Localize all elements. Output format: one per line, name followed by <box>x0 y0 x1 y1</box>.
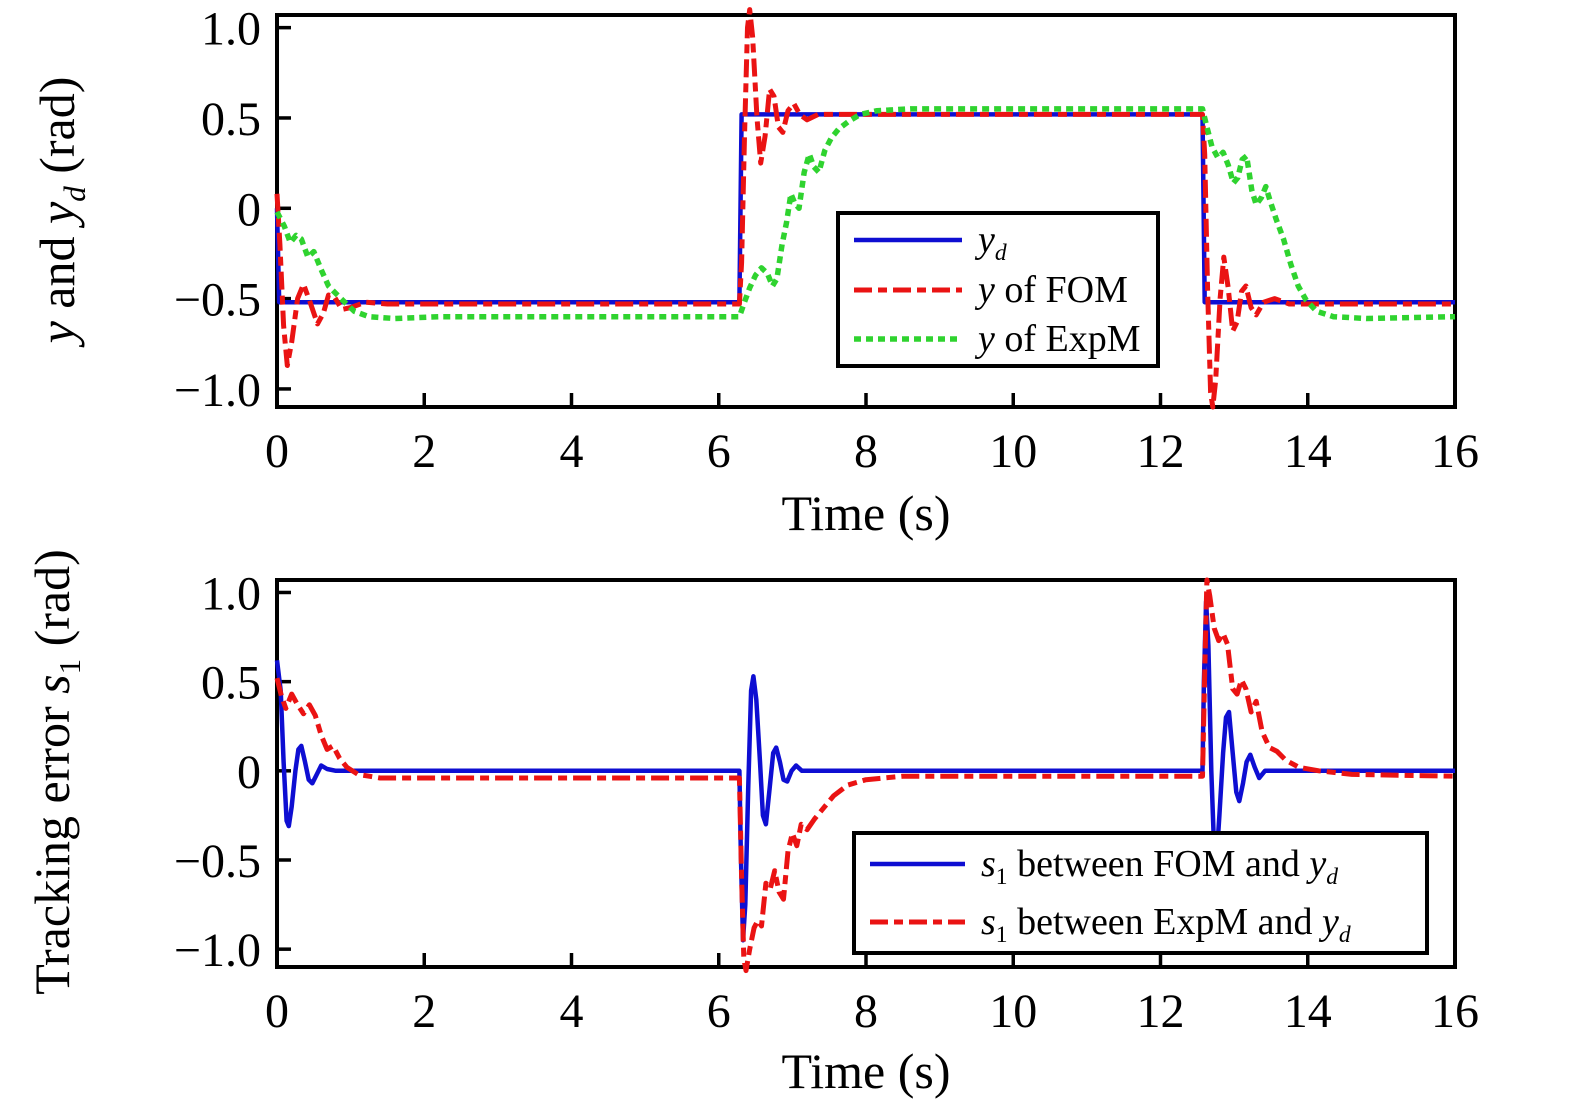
bottom-y-tick-label: 0.5 <box>201 657 261 710</box>
legend-line-glyph <box>854 336 962 342</box>
legend-label: y of FOM <box>978 268 1128 311</box>
legend-item-s1-expm: s1 between ExpM and yd <box>856 893 1425 951</box>
top-y-tick-label: −0.5 <box>174 274 261 327</box>
bottom-y-axis-label: Tracking error s1 (rad) <box>24 492 87 1052</box>
legend-line-glyph <box>854 287 962 292</box>
top-y-tick-label: −1.0 <box>174 364 261 417</box>
legend-line-glyph <box>854 237 962 243</box>
fom-line-sample <box>854 284 962 296</box>
top-series-0 <box>274 112 1455 305</box>
bottom-x-axis-label: Time (s) <box>781 1043 951 1099</box>
bottom-x-tick-label: 10 <box>989 985 1037 1038</box>
bottom-y-tick-label: 1.0 <box>201 567 261 620</box>
top-x-tick-label: 12 <box>1137 425 1185 478</box>
top-y-tick-label: 0 <box>237 183 261 236</box>
ylabel-yd-symbol: y <box>29 201 85 224</box>
bottom-legend: s1 between FOM and yd s1 between ExpM an… <box>852 831 1429 955</box>
bottom-x-tick-label: 2 <box>412 985 436 1038</box>
bottom-series-1 <box>274 577 1456 974</box>
bottom-x-tick-label: 12 <box>1137 985 1185 1038</box>
legend-label: s1 between FOM and yd <box>981 843 1339 891</box>
legend-item-yd: yd <box>840 215 1156 265</box>
top-x-tick-label: 2 <box>412 425 436 478</box>
bottom-y-tick-label: 0 <box>237 746 261 799</box>
top-x-tick-label: 6 <box>707 425 731 478</box>
bottom-axes-frame <box>275 578 1457 969</box>
bottom-x-tick-label: 8 <box>854 985 878 1038</box>
top-legend: yd y of FOM y of ExpM <box>836 211 1160 368</box>
top-series-2 <box>274 106 1456 322</box>
bottom-x-tick-label: 16 <box>1431 985 1479 1038</box>
legend-item-y-of-expm: y of ExpM <box>840 314 1156 364</box>
ylabel-rad-units: (rad) <box>24 549 80 659</box>
ylabel-s1-subscript: 1 <box>51 658 87 675</box>
bottom-y-tick-label: −1.0 <box>174 924 261 977</box>
ylabel-s1-symbol: s <box>24 674 80 694</box>
legend-line-glyph <box>870 861 965 867</box>
top-x-axis-label: Time (s) <box>781 485 951 541</box>
top-x-tick-label: 0 <box>265 425 289 478</box>
ylabel-and-text: and <box>29 223 85 322</box>
top-x-tick-label: 8 <box>854 425 878 478</box>
top-y-tick-label: 0.5 <box>201 93 261 146</box>
ylabel-y-symbol: y <box>29 321 85 344</box>
legend-label: yd <box>978 218 1007 267</box>
bottom-x-tick-label: 6 <box>707 985 731 1038</box>
ylabel-tracking-error-text: Tracking error <box>24 693 80 995</box>
legend-label: s1 between ExpM and yd <box>981 901 1351 949</box>
ylabel-yd-subscript: d <box>56 186 92 202</box>
top-x-tick-label: 4 <box>560 425 584 478</box>
s1-expm-line-sample <box>870 916 965 928</box>
top-y-tick-label: 1.0 <box>201 3 261 56</box>
top-x-tick-label: 16 <box>1431 425 1479 478</box>
bottom-x-tick-label: 0 <box>265 985 289 1038</box>
legend-label: y of ExpM <box>978 318 1141 361</box>
top-x-tick-label: 10 <box>989 425 1037 478</box>
bottom-x-tick-label: 14 <box>1284 985 1332 1038</box>
bottom-x-tick-label: 4 <box>560 985 584 1038</box>
yd-line-sample <box>854 234 962 246</box>
legend-item-y-of-fom: y of FOM <box>840 265 1156 315</box>
bottom-y-tick-label: −0.5 <box>174 835 261 888</box>
ylabel-rad-units: (rad) <box>29 76 85 187</box>
bottom-series-0 <box>274 599 1455 943</box>
top-y-axis-label: y and yd (rad) <box>29 0 92 470</box>
s1-fom-line-sample <box>870 858 965 870</box>
legend-item-s1-fom: s1 between FOM and yd <box>856 835 1425 893</box>
expm-line-sample <box>854 333 962 345</box>
legend-line-glyph <box>870 919 965 925</box>
top-x-tick-label: 14 <box>1284 425 1332 478</box>
